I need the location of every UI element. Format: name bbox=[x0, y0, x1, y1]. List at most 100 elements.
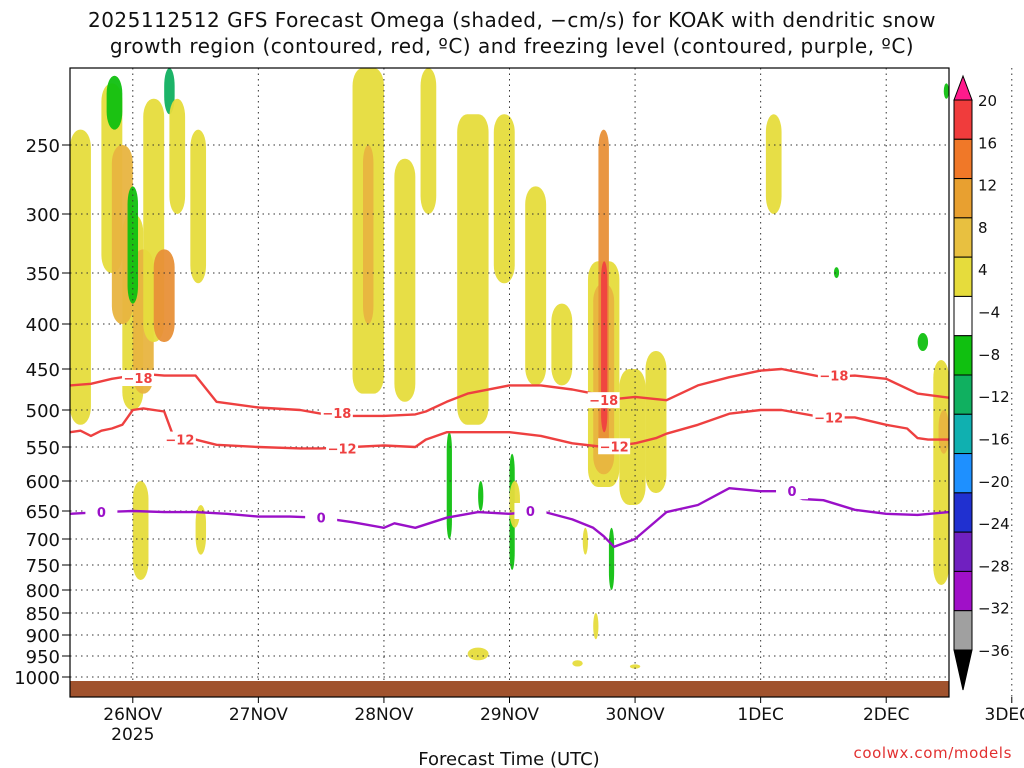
omega-region-30 bbox=[765, 114, 782, 214]
grid-layer bbox=[70, 68, 1013, 697]
contour-label-bg-11 bbox=[776, 483, 809, 500]
contour-label-bg-5 bbox=[326, 440, 359, 457]
x-tick-label-3DEC: 3DEC bbox=[985, 705, 1024, 725]
omega-region-36 bbox=[446, 432, 452, 539]
omega-region-0 bbox=[70, 129, 91, 425]
contour-label-bg-6 bbox=[598, 438, 631, 455]
omega-region-19 bbox=[493, 114, 515, 284]
omega-region-28 bbox=[608, 527, 615, 590]
y-tick-label-600: 600 bbox=[26, 472, 60, 493]
colorbar-label-2: 12 bbox=[978, 177, 997, 195]
contour-label-3: −18 bbox=[819, 370, 848, 385]
y-tick-label-700: 700 bbox=[26, 530, 60, 551]
omega-region-31 bbox=[933, 360, 949, 585]
x-tick-label-29NOV: 29NOV bbox=[480, 705, 539, 725]
ground-surface bbox=[70, 681, 949, 697]
y-tick-label-400: 400 bbox=[26, 315, 60, 336]
contour-layer: −18 −18 −18 −18 −12 −12 −12 −12 0 0 0 0 bbox=[70, 367, 949, 548]
x-tick-label-1DEC: 1DEC bbox=[737, 705, 784, 725]
colorbar-box-7 bbox=[953, 374, 973, 415]
omega-region-10 bbox=[169, 98, 186, 214]
colorbar-bottom-arrow bbox=[953, 649, 973, 691]
chart-title-line-2: growth region (contoured, red, ºC) and f… bbox=[109, 34, 915, 58]
omega-region-37 bbox=[478, 481, 484, 511]
contour-label-bg-8 bbox=[85, 504, 118, 521]
contour-label-7: −12 bbox=[814, 411, 843, 426]
omega-region-11 bbox=[132, 481, 149, 580]
omega-region-6 bbox=[153, 249, 175, 342]
colorbar-label-12: −32 bbox=[978, 600, 1010, 618]
colorbar-box-9 bbox=[953, 453, 973, 494]
contour-label-5: −12 bbox=[328, 442, 357, 457]
x-tick-sublabel-year: 2025 bbox=[111, 725, 154, 745]
colorbar-label-9: −20 bbox=[978, 473, 1010, 491]
contour-label-bg-10 bbox=[514, 503, 547, 519]
contour-label-bg-1 bbox=[320, 404, 353, 421]
omega-region-33 bbox=[943, 83, 949, 99]
colorbar-label-0: 20 bbox=[978, 92, 997, 110]
credit-link[interactable]: coolwx.com/models bbox=[853, 744, 1012, 762]
contour-label-1: −18 bbox=[322, 407, 351, 422]
colorbar-box-4 bbox=[953, 256, 973, 297]
x-tick-label-30NOV: 30NOV bbox=[606, 705, 665, 725]
contour-label-9: 0 bbox=[317, 512, 326, 527]
omega-region-26 bbox=[619, 369, 646, 505]
y-tick-label-300: 300 bbox=[26, 205, 60, 226]
colorbar-label-13: −36 bbox=[978, 642, 1010, 660]
x-tick-label-28NOV: 28NOV bbox=[354, 705, 413, 725]
colorbar-label-1: 16 bbox=[978, 134, 997, 152]
colorbar-label-7: −12 bbox=[978, 388, 1010, 406]
omega-region-17 bbox=[420, 68, 437, 214]
contour-label-bg-3 bbox=[817, 367, 850, 384]
omega-region-35 bbox=[833, 267, 840, 279]
omega-region-15 bbox=[363, 145, 374, 324]
omega-region-29 bbox=[593, 613, 599, 640]
colorbar-top-arrow bbox=[953, 74, 973, 101]
axis-layer: 2503003504004505005506006507007508008509… bbox=[14, 136, 1024, 745]
contour-label-bg-2 bbox=[587, 392, 620, 409]
omega-shading-layer bbox=[70, 68, 949, 669]
y-tick-label-550: 550 bbox=[26, 438, 60, 459]
y-tick-label-1000: 1000 bbox=[14, 668, 60, 689]
omega-region-27 bbox=[645, 351, 667, 493]
chart-title-line-1: 2025112512 GFS Forecast Omega (shaded, −… bbox=[87, 8, 937, 32]
colorbar-box-11 bbox=[953, 531, 973, 572]
contour-label-4: −12 bbox=[165, 434, 194, 449]
omega-region-12 bbox=[195, 505, 207, 555]
contour-label-10: 0 bbox=[526, 505, 535, 520]
colorbar-box-1 bbox=[953, 138, 973, 180]
omega-region-41 bbox=[467, 647, 489, 661]
omega-region-32 bbox=[938, 410, 949, 454]
ground-layer bbox=[70, 681, 949, 697]
y-tick-label-500: 500 bbox=[26, 401, 60, 422]
contour-line-0 bbox=[70, 367, 949, 418]
y-tick-label-750: 750 bbox=[26, 556, 60, 577]
omega-region-43 bbox=[629, 664, 641, 669]
contour-label-0: −18 bbox=[124, 372, 153, 387]
contour-label-6: −12 bbox=[600, 440, 629, 455]
y-tick-label-900: 900 bbox=[26, 626, 60, 647]
omega-region-20 bbox=[525, 186, 547, 386]
omega-region-3 bbox=[111, 145, 133, 324]
colorbar-label-3: 8 bbox=[978, 219, 988, 237]
omega-region-13 bbox=[190, 129, 207, 284]
colorbar: 20 16 12 8 4 −4 −8 −12 −16 −20 −24 −28 −32 −36 bbox=[953, 74, 1010, 691]
y-tick-label-850: 850 bbox=[26, 604, 60, 625]
y-tick-label-350: 350 bbox=[26, 264, 60, 285]
omega-region-39 bbox=[582, 527, 588, 555]
contour-label-11: 0 bbox=[788, 485, 797, 500]
omega-region-16 bbox=[394, 158, 416, 402]
omega-region-7 bbox=[106, 75, 123, 130]
x-tick-label-26NOV: 26NOV bbox=[103, 705, 162, 725]
colorbar-box-3 bbox=[953, 217, 973, 258]
contour-line-1 bbox=[70, 407, 949, 450]
colorbar-box-6 bbox=[953, 335, 973, 376]
omega-region-9 bbox=[164, 68, 175, 115]
colorbar-box-2 bbox=[953, 178, 973, 219]
plot-frame bbox=[69, 67, 950, 698]
y-tick-label-950: 950 bbox=[26, 647, 60, 668]
x-tick-label-2DEC: 2DEC bbox=[863, 705, 910, 725]
contour-label-bg-4 bbox=[163, 431, 196, 448]
colorbar-label-5: −4 bbox=[978, 304, 1000, 322]
